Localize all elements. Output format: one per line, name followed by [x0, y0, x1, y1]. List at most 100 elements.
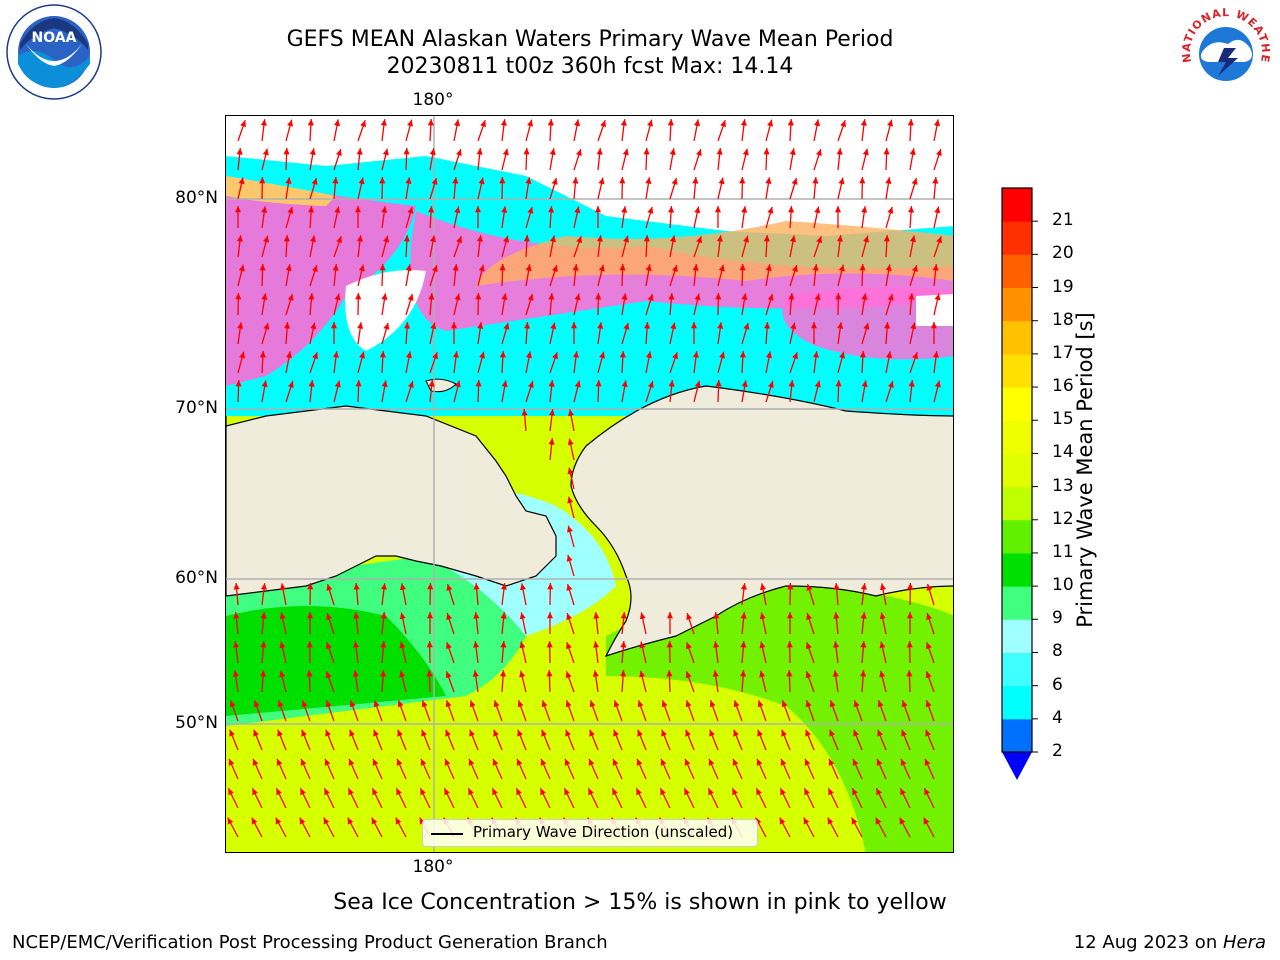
wave-arrow-head: [428, 380, 435, 387]
wave-arrow-head: [743, 322, 750, 330]
wave-arrow-head: [767, 119, 773, 127]
wave-arrow-head: [743, 235, 749, 243]
colorbar-band: [1002, 387, 1032, 421]
wave-arrow-head: [853, 700, 860, 708]
wave-arrow-head: [767, 294, 774, 301]
wave-arrow-head: [934, 293, 941, 301]
wave-arrow-head: [308, 380, 315, 387]
wave-arrow-head: [906, 670, 913, 677]
wave-arrow-head: [326, 584, 333, 591]
wave-arrow-head: [860, 612, 867, 619]
wave-arrow-head: [326, 613, 332, 620]
wave-arrow-head: [639, 641, 646, 649]
colorbar-tick-label: 19: [1052, 276, 1074, 297]
wave-arrow-head: [623, 235, 629, 243]
wave-arrow-head: [740, 119, 747, 126]
wave-arrow-head: [572, 264, 579, 271]
wave-arrow-head: [832, 670, 839, 677]
wave-arrow-head: [396, 788, 402, 796]
wave-arrow-head: [565, 700, 572, 708]
wave-arrow-head: [473, 612, 480, 619]
wave-arrow-head: [336, 149, 342, 156]
wave-arrow-head: [888, 381, 894, 388]
wave-arrow-head: [287, 206, 294, 214]
wave-arrow-head: [668, 293, 675, 300]
noaa-logo-text: NOAA: [32, 30, 77, 46]
colorbar-band: [1002, 188, 1032, 222]
colorbar-band: [1002, 254, 1032, 289]
wave-arrow-head: [934, 119, 940, 127]
wave-arrow-head: [312, 265, 318, 272]
wave-arrow-head: [229, 700, 236, 708]
wave-arrow-head: [910, 235, 916, 243]
legend-label: Primary Wave Direction (unscaled): [473, 823, 734, 841]
wave-arrow-head: [887, 119, 893, 127]
colorbar-tick-label: 21: [1052, 210, 1074, 231]
wave-arrow-head: [763, 148, 770, 155]
wave-arrow-head: [828, 788, 834, 796]
wave-arrow-head: [805, 729, 811, 737]
wave-arrow-head: [383, 322, 390, 330]
wave-arrow-head: [396, 758, 403, 766]
wave-arrow-head: [430, 322, 437, 330]
wave-arrow-head: [786, 670, 793, 677]
wave-arrow-head: [612, 788, 618, 796]
aleutian-green: [226, 606, 446, 716]
wave-arrow-head: [644, 322, 651, 329]
wave-arrow-head: [260, 119, 267, 126]
colorbar-tick-label: 10: [1052, 575, 1074, 596]
wave-arrow-head: [668, 380, 675, 387]
wave-arrow-head: [519, 641, 526, 649]
wave-arrow-head: [636, 758, 643, 766]
wave-arrow-head: [500, 612, 507, 619]
wave-arrow-head: [907, 583, 914, 590]
wave-arrow-head: [380, 583, 387, 590]
wave-arrow-head: [372, 758, 379, 766]
wave-arrow-head: [550, 322, 557, 330]
wave-arrow-head: [692, 177, 699, 184]
wave-arrow-head: [473, 641, 480, 648]
wave-arrow-head: [637, 700, 644, 708]
wave-arrow-head: [717, 322, 724, 329]
wave-arrow-head: [647, 294, 654, 301]
wave-arrow-head: [901, 700, 908, 708]
wave-arrow-head: [788, 206, 795, 213]
wave-arrow-head: [452, 351, 459, 358]
wave-arrow-head: [276, 788, 282, 796]
wave-arrow-head: [879, 612, 886, 620]
wave-arrow-head: [740, 612, 747, 619]
wave-arrow-head: [829, 700, 836, 708]
wave-arrow-head: [779, 817, 786, 825]
wave-arrow-head: [925, 729, 931, 737]
wave-arrow-head: [740, 641, 747, 648]
wave-arrow-head: [523, 235, 530, 242]
wave-arrow-head: [473, 583, 480, 590]
wave-arrow-head: [262, 148, 269, 156]
wave-arrow-head: [236, 148, 243, 155]
wave-arrow-head: [766, 351, 772, 359]
sea-ice-note: Sea Ice Concentration > 15% is shown in …: [333, 890, 947, 915]
wave-arrow-head: [924, 758, 931, 766]
wave-arrow-head: [787, 612, 793, 619]
wave-arrow-head: [348, 758, 355, 766]
wave-arrow-head: [283, 148, 290, 155]
polar-ice-free-white: [226, 116, 953, 236]
wave-arrow-head: [547, 612, 553, 619]
wave-arrow-head: [685, 700, 692, 708]
map-bottom-lon-label: 180°: [412, 857, 454, 877]
wave-arrow-head: [528, 381, 534, 388]
gulf-alaska-green: [606, 586, 953, 852]
wave-arrow-head: [475, 293, 482, 300]
wave-arrow-head: [403, 235, 410, 242]
wave-arrow-head: [400, 583, 406, 591]
ice-free-patch-west: [345, 270, 426, 351]
wave-arrow-head: [227, 817, 234, 825]
wave-arrow-head: [566, 613, 572, 620]
alaska-land: [570, 385, 953, 658]
wave-arrow-head: [372, 788, 378, 796]
wave-arrow-head: [469, 700, 476, 708]
wave-arrow-head: [279, 641, 286, 649]
wave-arrow-head: [527, 206, 534, 214]
wave-arrow-head: [550, 235, 556, 243]
wave-arrow-head: [816, 236, 822, 244]
